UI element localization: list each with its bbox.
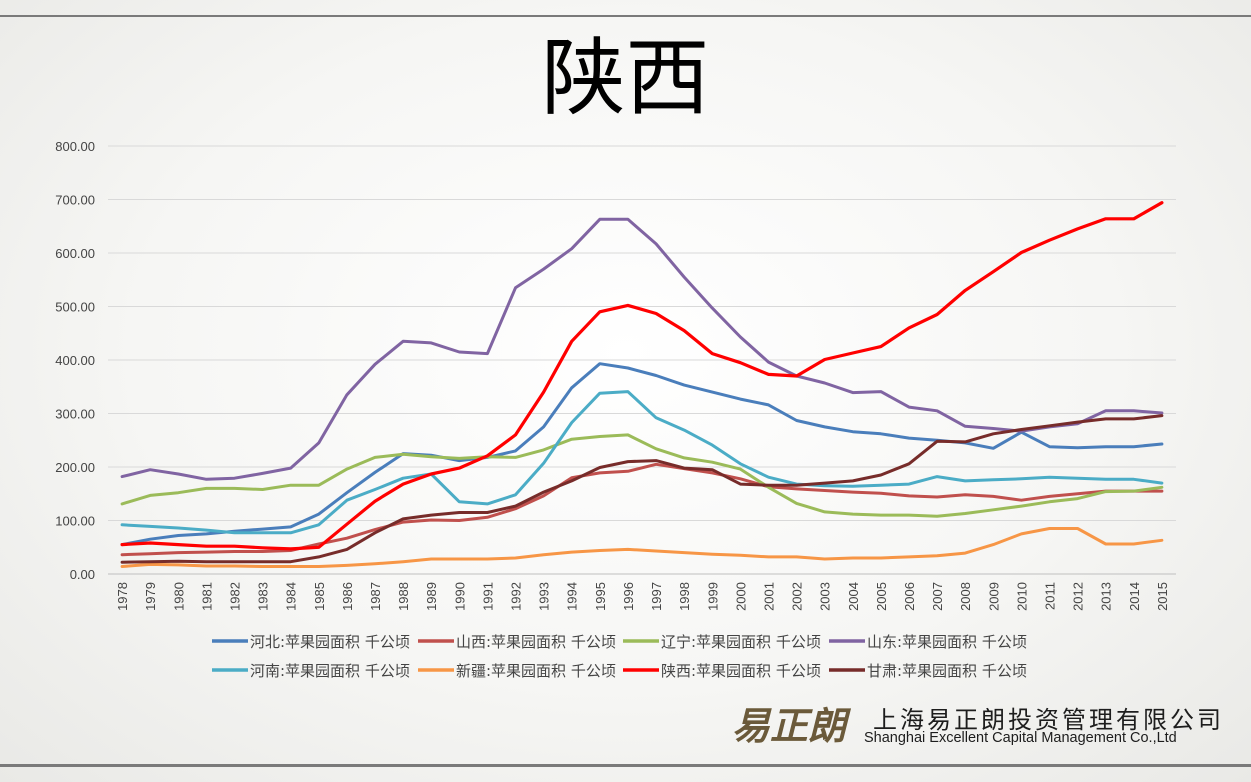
x-tick-label: 2010	[1014, 582, 1029, 611]
y-tick-label: 500.00	[55, 300, 95, 315]
gridlines	[108, 145, 1176, 575]
x-tick-label: 1979	[143, 582, 158, 611]
x-tick-label: 1995	[593, 582, 608, 611]
series-line	[120, 201, 1164, 551]
y-tick-label: 100.00	[55, 514, 95, 529]
x-tick-label: 1993	[537, 582, 552, 611]
svg-text:易正朗: 易正朗	[732, 703, 852, 748]
y-tick-label: 200.00	[55, 460, 95, 475]
x-tick-label: 1997	[649, 582, 664, 611]
bottom-rule	[0, 764, 1251, 767]
series-line	[120, 433, 1164, 518]
x-tick-label: 1985	[312, 582, 327, 611]
x-tick-label: 1988	[396, 582, 411, 611]
x-tick-label: 1986	[340, 582, 355, 611]
x-tick-label: 1984	[284, 582, 299, 611]
line-chart: 0.00 100.00 200.00 300.00 400.00 500.00 600.00…	[55, 139, 1176, 680]
x-tick-label: 1980	[171, 582, 186, 611]
legend-label: 新疆:苹果园面积 千公顷	[456, 662, 616, 680]
x-axis-ticks: 1978 1979 1980 1981 1982 1983 1984 1985 1986 1987…	[115, 582, 1170, 611]
x-tick-label: 1983	[256, 582, 271, 611]
legend-label: 山东:苹果园面积 千公顷	[867, 633, 1027, 651]
series-line	[120, 414, 1164, 564]
page-title: 陕西	[541, 29, 710, 127]
x-tick-label: 1998	[677, 582, 692, 611]
series-line	[120, 362, 1164, 547]
y-tick-label: 700.00	[55, 193, 95, 208]
x-tick-label: 2013	[1099, 582, 1114, 611]
series-line	[120, 217, 1164, 481]
x-tick-label: 2006	[902, 582, 917, 611]
series-line	[120, 527, 1164, 568]
x-tick-label: 2004	[846, 582, 861, 611]
x-tick-label: 1996	[621, 582, 636, 611]
x-tick-label: 2005	[874, 582, 889, 611]
company-logo: 易正朗	[732, 703, 852, 748]
x-tick-label: 2015	[1155, 582, 1170, 611]
company-name-cn: 上海易正朗投资管理有限公司	[873, 706, 1224, 734]
series-lines	[120, 201, 1164, 568]
x-tick-label: 2001	[761, 582, 776, 611]
x-tick-label: 2008	[958, 582, 973, 611]
x-tick-label: 1992	[509, 582, 524, 611]
x-tick-label: 1982	[227, 582, 242, 611]
legend-label: 河北:苹果园面积 千公顷	[250, 633, 410, 651]
x-tick-label: 2014	[1127, 582, 1142, 611]
y-axis-ticks: 0.00 100.00 200.00 300.00 400.00 500.00 600.00…	[55, 139, 95, 582]
x-tick-label: 1994	[565, 582, 580, 611]
x-tick-label: 2003	[818, 582, 833, 611]
x-tick-label: 1981	[199, 582, 214, 611]
legend-label: 河南:苹果园面积 千公顷	[250, 662, 410, 680]
y-tick-label: 800.00	[55, 139, 95, 154]
x-tick-label: 1978	[115, 582, 130, 611]
legend-label: 陕西:苹果园面积 千公顷	[661, 662, 821, 680]
x-tick-label: 1999	[705, 582, 720, 611]
series-line	[120, 390, 1164, 535]
x-tick-label: 2012	[1071, 582, 1086, 611]
y-tick-label: 300.00	[55, 407, 95, 422]
x-tick-label: 2000	[733, 582, 748, 611]
x-tick-label: 1990	[452, 582, 467, 611]
x-tick-label: 1991	[480, 582, 495, 611]
y-tick-label: 600.00	[55, 246, 95, 261]
x-tick-label: 1987	[368, 582, 383, 611]
x-tick-label: 2011	[1043, 582, 1058, 610]
x-tick-label: 2009	[986, 582, 1001, 611]
top-rule	[0, 15, 1251, 17]
legend-label: 山西:苹果园面积 千公顷	[456, 633, 616, 651]
company-name-en: Shanghai Excellent Capital Management Co…	[864, 730, 1177, 746]
legend-label: 甘肃:苹果园面积 千公顷	[867, 662, 1027, 680]
x-tick-label: 1989	[424, 582, 439, 611]
y-tick-label: 0.00	[70, 567, 95, 582]
x-tick-label: 2007	[930, 582, 945, 611]
y-tick-label: 400.00	[55, 353, 95, 368]
x-tick-label: 2002	[790, 582, 805, 611]
legend: 河北:苹果园面积 千公顷 山西:苹果园面积 千公顷 辽宁:苹果园面积 千公顷 山东:苹…	[212, 633, 1027, 680]
legend-label: 辽宁:苹果园面积 千公顷	[661, 633, 821, 651]
